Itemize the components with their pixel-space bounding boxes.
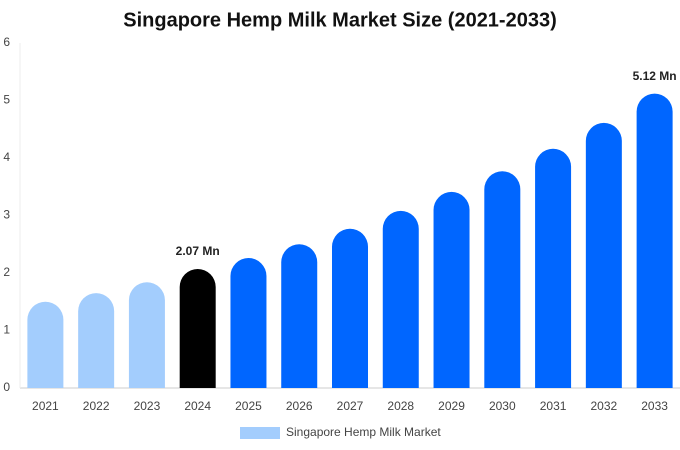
bar	[332, 228, 368, 388]
y-tick-label: 4	[3, 150, 10, 164]
legend-label: Singapore Hemp Milk Market	[286, 425, 441, 439]
y-tick-label: 1	[3, 323, 10, 337]
y-tick-label: 3	[3, 208, 10, 222]
y-tick-label: 2	[3, 265, 10, 279]
x-tick-label: 2031	[540, 399, 567, 413]
x-tick-label: 2027	[337, 399, 364, 413]
x-tick-label: 2033	[641, 399, 668, 413]
bar	[484, 171, 521, 388]
x-tick-label: 2029	[438, 399, 465, 413]
y-tick-label: 0	[3, 380, 10, 394]
x-tick-label: 2028	[387, 399, 414, 413]
bar	[382, 210, 419, 388]
bar	[433, 191, 470, 388]
bar	[636, 93, 673, 388]
x-tick-label: 2025	[235, 399, 262, 413]
bar	[27, 301, 64, 388]
data-label: 2.07 Mn	[176, 244, 220, 258]
y-tick-label: 6	[3, 35, 10, 49]
legend-swatch	[240, 427, 280, 439]
bar	[230, 258, 267, 388]
y-tick-label: 5	[3, 93, 10, 107]
x-tick-label: 2021	[32, 399, 59, 413]
bar	[128, 282, 165, 388]
bar	[179, 268, 216, 388]
bar	[535, 148, 572, 388]
bar	[281, 244, 318, 388]
x-tick-label: 2022	[83, 399, 110, 413]
x-tick-label: 2023	[134, 399, 161, 413]
x-tick-label: 2030	[489, 399, 516, 413]
x-tick-label: 2032	[590, 399, 617, 413]
chart-title: Singapore Hemp Milk Market Size (2021-20…	[123, 9, 557, 31]
data-label: 5.12 Mn	[633, 69, 677, 83]
bar	[585, 122, 622, 389]
x-tick-label: 2026	[286, 399, 313, 413]
bar	[78, 293, 115, 388]
x-tick-label: 2024	[184, 399, 211, 413]
